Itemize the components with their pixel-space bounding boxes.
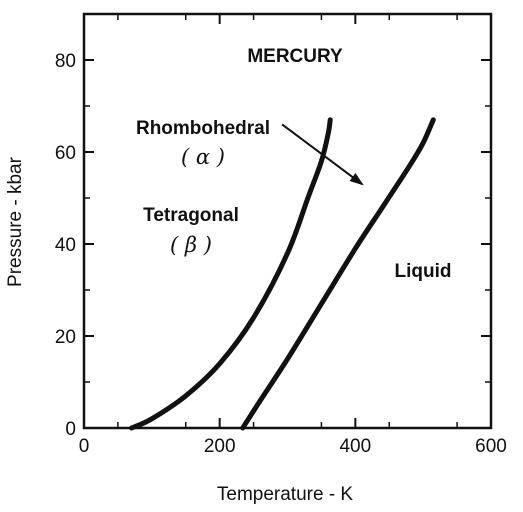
x-tick-label: 600 bbox=[475, 436, 507, 457]
y-axis-ticks bbox=[84, 59, 491, 429]
liquid-label: Liquid bbox=[395, 261, 452, 282]
rhombohedral-symbol: ( α ) bbox=[181, 145, 225, 169]
tetragonal-label: Tetragonal bbox=[143, 205, 239, 226]
y-tick-label: 40 bbox=[55, 235, 76, 256]
y-axis-title: Pressure - kbar bbox=[5, 156, 26, 287]
tetragonal-symbol: ( β ) bbox=[170, 233, 212, 257]
plot-frame bbox=[82, 12, 493, 430]
x-tick-label: 400 bbox=[339, 436, 371, 457]
y-axis-tick-labels: 0 20 40 60 80 bbox=[55, 51, 76, 440]
phase-boundary-1 bbox=[129, 117, 333, 431]
phase-boundary-lines bbox=[129, 117, 436, 431]
rhombohedral-arrow bbox=[281, 123, 364, 186]
chart-title: MERCURY bbox=[247, 46, 343, 67]
phase-boundary-2 bbox=[240, 117, 436, 431]
x-tick-label: 0 bbox=[79, 436, 90, 457]
x-axis-ticks bbox=[83, 14, 492, 428]
y-tick-label: 0 bbox=[65, 419, 76, 440]
y-tick-label: 80 bbox=[55, 51, 76, 72]
rhombohedral-label: Rhombohedral bbox=[136, 118, 270, 139]
y-tick-label: 60 bbox=[55, 143, 76, 164]
y-tick-label: 20 bbox=[55, 327, 76, 348]
x-tick-label: 200 bbox=[204, 436, 236, 457]
x-axis-tick-labels: 0 200 400 600 bbox=[79, 436, 507, 457]
x-axis-title: Temperature - K bbox=[217, 484, 354, 505]
